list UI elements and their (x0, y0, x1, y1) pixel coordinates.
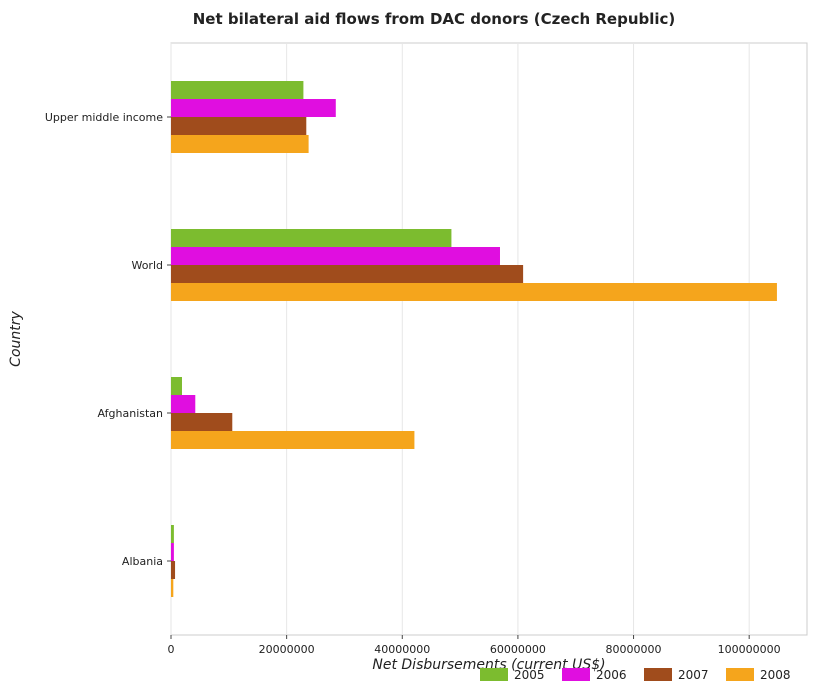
bar-2005-upper-middle-income (171, 81, 304, 99)
bar-2007-afghanistan (171, 413, 233, 431)
bar-2006-upper-middle-income (171, 99, 336, 117)
legend-swatch-2008 (726, 668, 754, 681)
bar-2006-afghanistan (171, 395, 196, 413)
bar-2006-albania (171, 543, 174, 561)
x-tick-label: 60000000 (490, 643, 546, 656)
x-axis-ticks: 0 20000000 40000000 60000000 80000000 1000000… (168, 635, 781, 656)
y-axis-ticks: Upper middle income World Afghanistan Alban… (45, 111, 171, 568)
y-tick-label: Afghanistan (98, 407, 164, 420)
bar-2007-albania (171, 561, 176, 579)
x-tick-label: 20000000 (259, 643, 315, 656)
legend-label-2007: 2007 (678, 668, 709, 682)
bar-2005-afghanistan (171, 377, 182, 395)
bar-2006-world (171, 247, 500, 265)
y-tick-label: Albania (122, 555, 163, 568)
legend-swatch-2006 (562, 668, 590, 681)
plot-area: Upper middle income World Afghanistan Alban… (45, 42, 808, 656)
y-tick-label: World (131, 259, 163, 272)
bar-2005-world (171, 229, 452, 247)
bar-2007-world (171, 265, 524, 283)
bar-2008-albania (171, 579, 174, 597)
legend-label-2005: 2005 (514, 668, 545, 682)
x-tick-label: 80000000 (606, 643, 662, 656)
legend-swatch-2007 (644, 668, 672, 681)
legend-label-2008: 2008 (760, 668, 791, 682)
legend-swatch-2005 (480, 668, 508, 681)
x-tick-label: 0 (168, 643, 175, 656)
legend: 2005 2006 2007 2008 (480, 668, 791, 682)
bar-2008-afghanistan (171, 431, 415, 449)
x-tick-label: 100000000 (718, 643, 781, 656)
y-tick-label: Upper middle income (45, 111, 163, 124)
chart-title: Net bilateral aid flows from DAC donors … (193, 10, 676, 28)
bar-2005-albania (171, 525, 174, 543)
bar-2008-upper-middle-income (171, 135, 309, 153)
y-axis-label: Country (8, 310, 24, 366)
bar-2007-upper-middle-income (171, 117, 307, 135)
legend-label-2006: 2006 (596, 668, 627, 682)
x-axis-label: Net Disbursements (current US$) (372, 657, 605, 673)
bar-2008-world (171, 283, 777, 301)
x-tick-label: 40000000 (374, 643, 430, 656)
bars (171, 81, 777, 597)
